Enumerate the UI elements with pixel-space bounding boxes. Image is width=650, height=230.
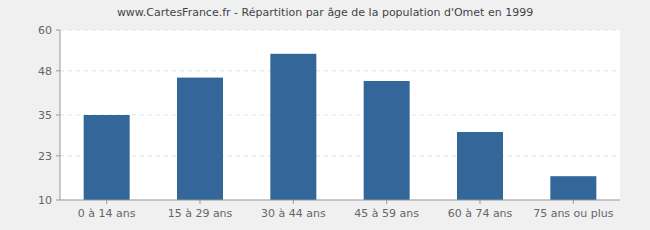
y-tick-label: 60 [38, 24, 52, 37]
chart: www.CartesFrance.fr - Répartition par âg… [0, 0, 650, 230]
bar [84, 115, 130, 200]
y-tick [56, 200, 60, 201]
y-tick [56, 70, 60, 71]
x-tick-label: 30 à 44 ans [261, 207, 326, 220]
grid-line [60, 155, 620, 156]
x-tick [573, 200, 574, 204]
background [0, 0, 650, 230]
grid-line [60, 70, 620, 71]
y-tick [56, 30, 60, 31]
x-tick-label: 15 à 29 ans [168, 207, 233, 220]
y-tick [56, 155, 60, 156]
x-tick [386, 200, 387, 204]
x-tick [106, 200, 107, 204]
y-tick-label: 48 [38, 65, 52, 78]
x-tick [200, 200, 201, 204]
y-tick [56, 115, 60, 116]
bar [550, 176, 596, 200]
grid-line [60, 30, 620, 31]
y-tick-label: 35 [38, 109, 52, 122]
title: www.CartesFrance.fr - Répartition par âg… [117, 6, 533, 19]
y-tick-label: 10 [38, 194, 52, 207]
x-tick [480, 200, 481, 204]
x-tick-label: 75 ans ou plus [533, 207, 614, 220]
y-tick-label: 23 [38, 150, 52, 163]
x-tick-label: 60 à 74 ans [448, 207, 513, 220]
bars [84, 54, 597, 200]
grid-line [60, 200, 620, 201]
x-tick-label: 45 à 59 ans [354, 207, 419, 220]
y-axis [60, 30, 61, 200]
bar [270, 54, 316, 200]
bar [177, 78, 223, 200]
x-tick-label: 0 à 14 ans [78, 207, 136, 220]
grid-line [60, 115, 620, 116]
plot-area [60, 30, 620, 200]
x-tick [293, 200, 294, 204]
bar [364, 81, 410, 200]
x-axis [60, 200, 620, 201]
bar [457, 132, 503, 200]
